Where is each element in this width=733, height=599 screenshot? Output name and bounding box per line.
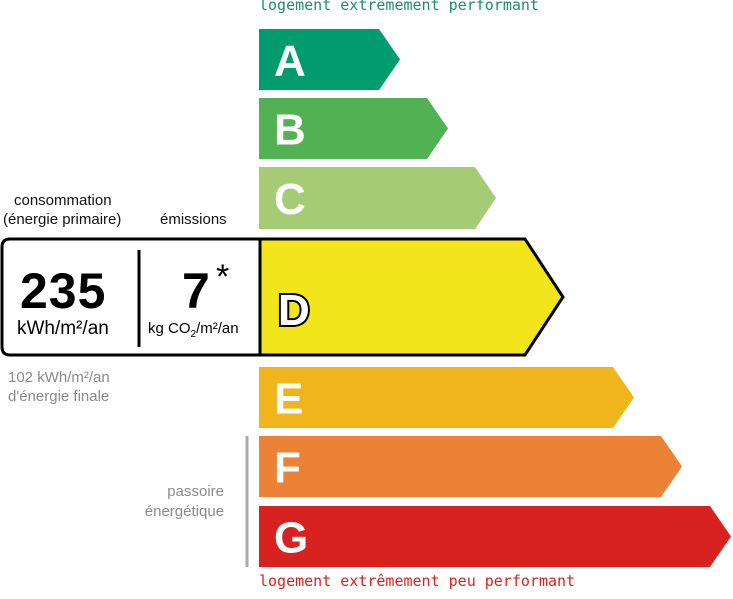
consumption-unit: kWh/m²/an: [17, 318, 109, 339]
class-letter-f: F: [274, 444, 301, 493]
emissions-unit: kg CO2/m²/an: [148, 320, 239, 340]
class-letter-e: E: [274, 375, 303, 424]
class-letter-c: C: [274, 175, 306, 224]
class-letter-b: B: [274, 106, 306, 155]
class-bar-f: [259, 436, 682, 497]
class-bar-e: [259, 367, 634, 428]
class-letter-d: D: [278, 286, 310, 335]
final-energy-line1: 102 kWh/m²/an: [8, 369, 110, 386]
class-bar-b: [259, 98, 448, 159]
emissions-value: 7: [182, 263, 210, 319]
passoire-line2: énergétique: [144, 503, 224, 520]
class-letter-g: G: [274, 514, 308, 563]
passoire-line1: passoire: [167, 483, 224, 500]
emissions-unit-prefix: kg CO: [148, 320, 191, 337]
emissions-asterisk: *: [216, 258, 230, 296]
final-energy-line2: d'énergie finale: [8, 388, 110, 405]
value-box: [0, 237, 262, 357]
footer-text: logement extrêmement peu performant: [259, 572, 576, 590]
emissions-label: émissions: [160, 211, 227, 228]
class-bar-g: [259, 506, 731, 567]
consumption-label-line2: (énergie primaire): [3, 211, 122, 228]
consumption-value: 235: [20, 263, 107, 319]
consumption-label-line1: consommation: [14, 192, 112, 209]
header-text: logement extrêmement performant: [259, 0, 539, 14]
emissions-unit-sub: 2: [190, 329, 197, 340]
class-bar-c: [259, 167, 496, 229]
class-letter-a: A: [274, 37, 306, 86]
class-bar-a: [259, 29, 400, 90]
emissions-unit-suffix: /m²/an: [196, 320, 239, 337]
